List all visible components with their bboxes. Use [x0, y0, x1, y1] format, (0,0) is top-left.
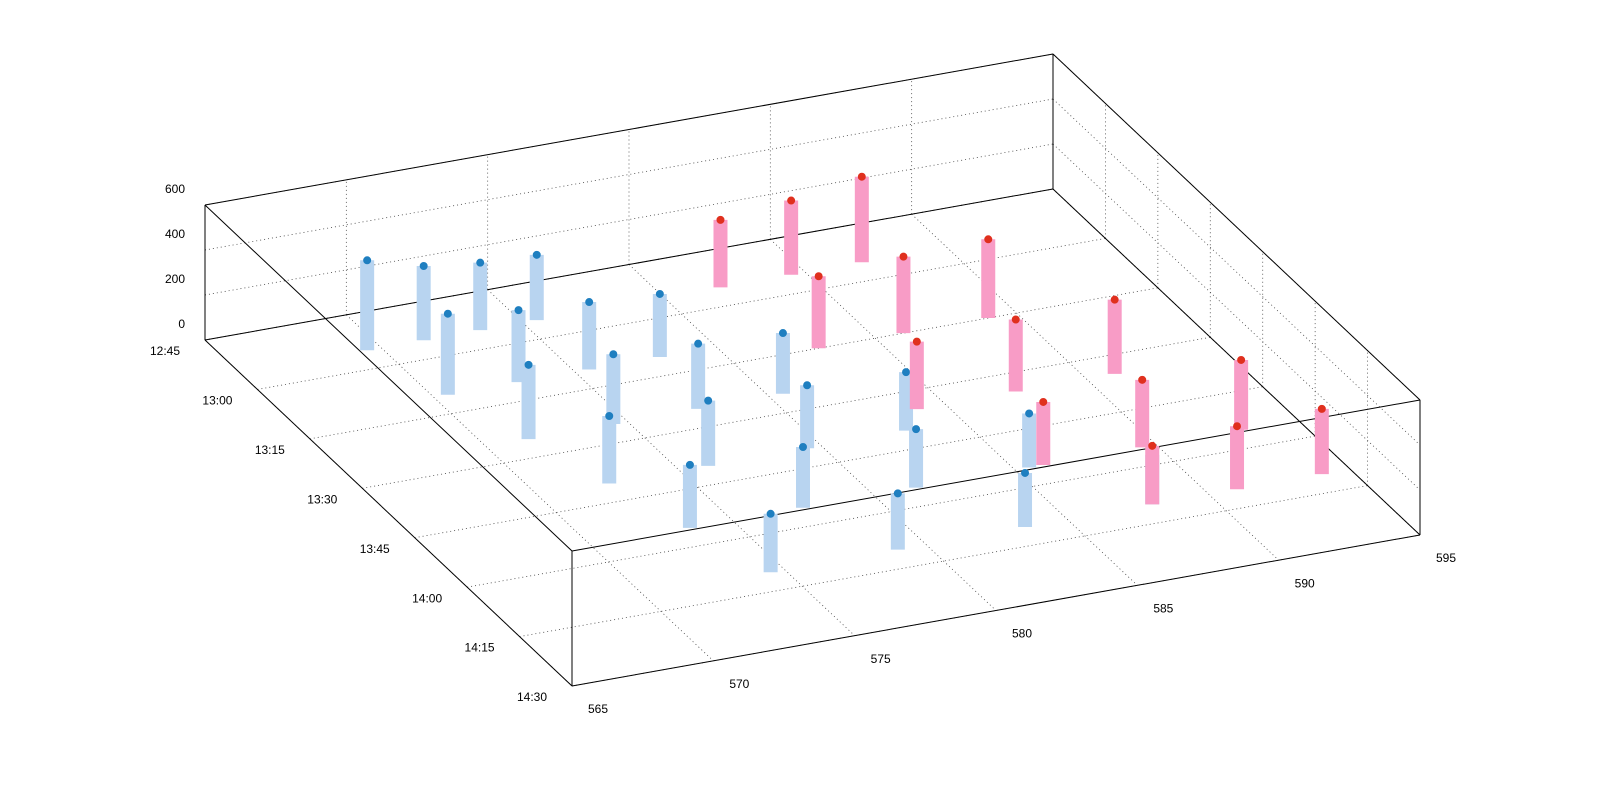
box-edge [204, 53, 1054, 206]
marker [443, 309, 452, 318]
grid-line [1052, 98, 1421, 446]
grid-line [346, 314, 714, 662]
marker [716, 215, 725, 224]
grid-line [911, 213, 1279, 561]
x-tick-label: 580 [1012, 627, 1032, 641]
y-tick-label: 13:30 [307, 492, 337, 506]
marker [799, 443, 807, 451]
marker [655, 289, 664, 298]
y-tick-label: 12:45 [150, 344, 180, 358]
marker [1021, 468, 1030, 477]
marker [902, 368, 911, 377]
marker [899, 252, 908, 261]
x-tick-label: 575 [871, 652, 891, 666]
marker [1039, 397, 1048, 406]
x-tick-label: 570 [729, 677, 749, 691]
marker [476, 258, 485, 267]
marker [803, 381, 812, 390]
grid-line [204, 98, 1054, 251]
box-edge [571, 399, 1421, 552]
grid-line [1052, 143, 1421, 491]
z-tick-label: 400 [165, 227, 185, 241]
marker [685, 460, 694, 469]
grid-line [487, 289, 855, 636]
y-tick-label: 13:15 [255, 443, 285, 457]
box-edge [204, 204, 573, 552]
box-edge [204, 188, 1054, 341]
box-edge [1052, 53, 1421, 401]
marker [704, 396, 713, 405]
marker [419, 261, 428, 270]
marker [363, 256, 372, 265]
z-tick-label: 600 [165, 182, 185, 196]
box-edge [571, 534, 1421, 687]
marker [766, 509, 775, 518]
x-tick-label: 590 [1295, 576, 1315, 590]
marker [605, 411, 614, 420]
y-tick-label: 13:45 [360, 542, 390, 556]
marker [524, 360, 533, 369]
marker [778, 329, 787, 338]
axes-box [204, 53, 1421, 687]
marker [984, 235, 993, 244]
marker [893, 489, 902, 498]
tick-labels: 565 570 575 580 585 590 595 12:45 13:00 13:15 13:3… [150, 182, 1456, 716]
z-tick-label: 0 [178, 317, 185, 331]
marker [814, 272, 823, 281]
marker [1025, 409, 1034, 418]
marker [514, 306, 523, 315]
marker [912, 337, 921, 346]
box-edge [204, 339, 573, 687]
grid-line [770, 239, 1138, 586]
marker [857, 172, 866, 181]
marker [1138, 375, 1147, 384]
x-tick-label: 585 [1153, 602, 1173, 616]
marker [787, 196, 796, 205]
marker [694, 339, 703, 348]
marker [1237, 355, 1246, 364]
marker [1148, 441, 1157, 450]
x-tick-label: 595 [1436, 551, 1456, 565]
marker [585, 298, 594, 307]
marker [609, 350, 618, 359]
marker [912, 425, 921, 434]
y-tick-label: 14:30 [517, 690, 547, 704]
marker [1233, 422, 1242, 431]
marker [1110, 295, 1119, 304]
marker [1317, 404, 1326, 413]
y-tick-label: 14:00 [412, 591, 442, 605]
z-tick-label: 200 [165, 272, 185, 286]
y-tick-label: 14:15 [465, 641, 495, 655]
marker [532, 250, 541, 259]
marker [1011, 315, 1020, 324]
x-tick-label: 565 [588, 702, 608, 716]
y-tick-label: 13:00 [202, 394, 232, 408]
plot-area [360, 172, 1329, 573]
